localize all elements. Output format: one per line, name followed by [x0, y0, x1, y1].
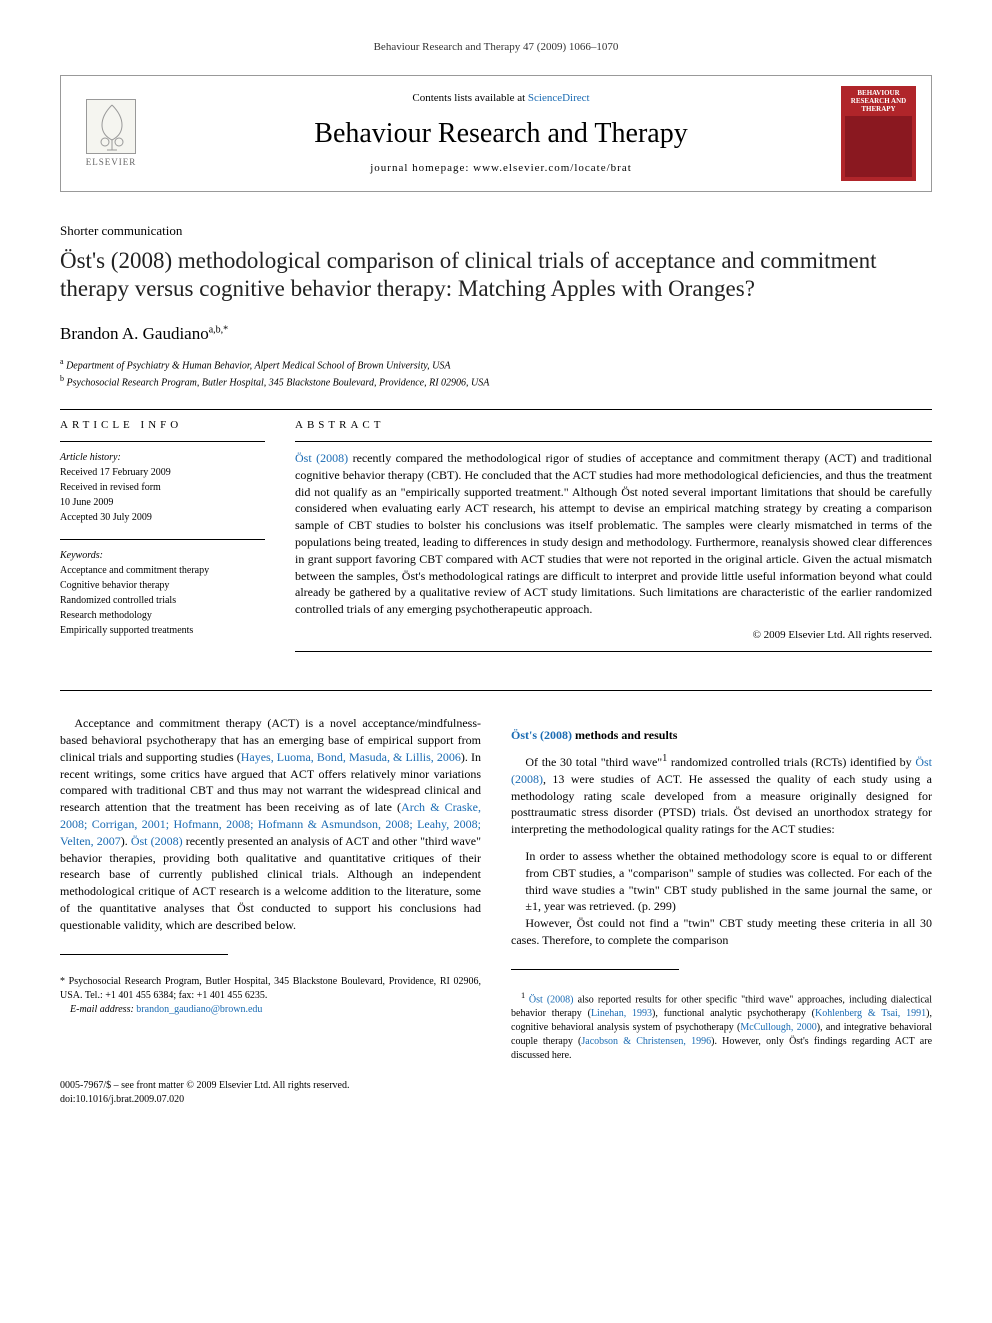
- publisher-logo: ELSEVIER: [76, 94, 146, 174]
- article-type: Shorter communication: [60, 222, 932, 240]
- text-run: , 13 were studies of ACT. He assessed th…: [511, 772, 932, 836]
- info-abstract-row: ARTICLE INFO Article history: Received 1…: [60, 418, 932, 661]
- homepage-url[interactable]: www.elsevier.com/locate/brat: [473, 162, 632, 174]
- article-info-column: ARTICLE INFO Article history: Received 1…: [60, 418, 265, 661]
- sciencedirect-link[interactable]: ScienceDirect: [528, 92, 590, 104]
- footnote-text: 1 Öst (2008) also reported results for o…: [511, 990, 932, 1063]
- abstract-label: ABSTRACT: [295, 418, 932, 433]
- divider: [60, 409, 932, 410]
- cover-title: BEHAVIOUR RESEARCH AND THERAPY: [845, 90, 912, 113]
- divider: [295, 441, 932, 442]
- article-title: Öst's (2008) methodological comparison o…: [60, 247, 932, 305]
- keywords-title: Keywords:: [60, 548, 265, 563]
- affiliation-b: Psychosocial Research Program, Butler Ho…: [67, 378, 490, 389]
- body-paragraph: Of the 30 total "third wave"1 randomized…: [511, 752, 932, 838]
- email-link[interactable]: brandon_gaudiano@brown.edu: [136, 1004, 262, 1015]
- page-footer-meta: 0005-7967/$ – see front matter © 2009 El…: [60, 1079, 932, 1107]
- section-heading: Öst's (2008) methods and results: [511, 727, 932, 744]
- running-header: Behaviour Research and Therapy 47 (2009)…: [60, 40, 932, 55]
- citation-link[interactable]: Hayes, Luoma, Bond, Masuda, & Lillis, 20…: [241, 750, 461, 764]
- citation-link[interactable]: Öst (2008): [131, 834, 183, 848]
- history-revised-2: 10 June 2009: [60, 495, 265, 510]
- abstract-citation-link[interactable]: Öst (2008): [295, 451, 348, 465]
- affiliations: a Department of Psychiatry & Human Behav…: [60, 356, 932, 391]
- article-info-label: ARTICLE INFO: [60, 418, 265, 433]
- keyword: Empirically supported treatments: [60, 623, 265, 638]
- keyword: Cognitive behavior therapy: [60, 578, 265, 593]
- article-history: Article history: Received 17 February 20…: [60, 450, 265, 525]
- divider: [60, 441, 265, 442]
- text-run: ), functional analytic psychotherapy (: [652, 1008, 815, 1019]
- affiliation-a: Department of Psychiatry & Human Behavio…: [66, 360, 450, 371]
- body-right-column: Öst's (2008) methods and results Of the …: [511, 715, 932, 1063]
- footnote-1: 1 Öst (2008) also reported results for o…: [511, 990, 932, 1063]
- doi: doi:10.1016/j.brat.2009.07.020: [60, 1093, 932, 1107]
- heading-text: methods and results: [572, 728, 677, 742]
- keyword: Randomized controlled trials: [60, 593, 265, 608]
- citation-link[interactable]: Linehan, 1993: [591, 1008, 652, 1019]
- text-run: ).: [121, 834, 131, 848]
- abstract-column: ABSTRACT Öst (2008) recently compared th…: [295, 418, 932, 661]
- text-run: randomized controlled trials (RCTs) iden…: [667, 755, 915, 769]
- journal-name: Behaviour Research and Therapy: [161, 114, 841, 153]
- author-text: Brandon A. Gaudiano: [60, 324, 209, 343]
- publisher-name: ELSEVIER: [86, 156, 137, 169]
- journal-masthead: ELSEVIER Contents lists available at Sci…: [60, 75, 932, 192]
- text-run: recently presented an analysis of ACT an…: [60, 834, 481, 932]
- history-title: Article history:: [60, 450, 265, 465]
- divider: [295, 651, 932, 652]
- author-name: Brandon A. Gaudianoa,b,*: [60, 322, 932, 346]
- homepage-label: journal homepage:: [370, 162, 473, 174]
- journal-cover-thumbnail: BEHAVIOUR RESEARCH AND THERAPY: [841, 86, 916, 181]
- body-left-column: Acceptance and commitment therapy (ACT) …: [60, 715, 481, 1063]
- keywords-block: Keywords: Acceptance and commitment ther…: [60, 548, 265, 638]
- citation-link[interactable]: Kohlenberg & Tsai, 1991: [815, 1008, 926, 1019]
- citation-link[interactable]: Öst (2008): [529, 994, 574, 1005]
- corr-email: E-mail address: brandon_gaudiano@brown.e…: [60, 1003, 481, 1017]
- footnote-number: 1: [521, 991, 529, 1000]
- footnote-rule: [60, 954, 228, 955]
- text-run: Of the 30 total "third wave": [525, 755, 662, 769]
- corr-address: * Psychosocial Research Program, Butler …: [60, 975, 481, 1003]
- body-columns: Acceptance and commitment therapy (ACT) …: [60, 715, 932, 1063]
- divider: [60, 539, 265, 540]
- abstract-body: recently compared the methodological rig…: [295, 451, 932, 616]
- body-paragraph: Acceptance and commitment therapy (ACT) …: [60, 715, 481, 933]
- keyword: Acceptance and commitment therapy: [60, 563, 265, 578]
- contents-prefix: Contents lists available at: [412, 92, 527, 104]
- masthead-center: Contents lists available at ScienceDirec…: [161, 91, 841, 177]
- cover-body: [845, 116, 912, 177]
- journal-homepage: journal homepage: www.elsevier.com/locat…: [161, 161, 841, 176]
- contents-available: Contents lists available at ScienceDirec…: [161, 91, 841, 106]
- elsevier-tree-icon: [86, 99, 136, 154]
- divider: [60, 690, 932, 691]
- abstract-text: Öst (2008) recently compared the methodo…: [295, 450, 932, 618]
- body-paragraph: However, Öst could not find a "twin" CBT…: [511, 915, 932, 949]
- heading-citation-link[interactable]: Öst's (2008): [511, 728, 572, 742]
- footnote-rule: [511, 969, 679, 970]
- citation-link[interactable]: Jacobson & Christensen, 1996: [581, 1036, 711, 1047]
- history-revised-1: Received in revised form: [60, 480, 265, 495]
- keyword: Research methodology: [60, 608, 265, 623]
- citation-link[interactable]: McCullough, 2000: [740, 1022, 816, 1033]
- abstract-copyright: © 2009 Elsevier Ltd. All rights reserved…: [295, 628, 932, 643]
- issn-copyright: 0005-7967/$ – see front matter © 2009 El…: [60, 1079, 932, 1093]
- history-received: Received 17 February 2009: [60, 465, 265, 480]
- history-accepted: Accepted 30 July 2009: [60, 510, 265, 525]
- corresponding-author-footnote: * Psychosocial Research Program, Butler …: [60, 975, 481, 1017]
- author-affil-refs: a,b,*: [209, 324, 228, 335]
- email-label: E-mail address:: [70, 1004, 136, 1015]
- block-quote: In order to assess whether the obtained …: [525, 848, 932, 915]
